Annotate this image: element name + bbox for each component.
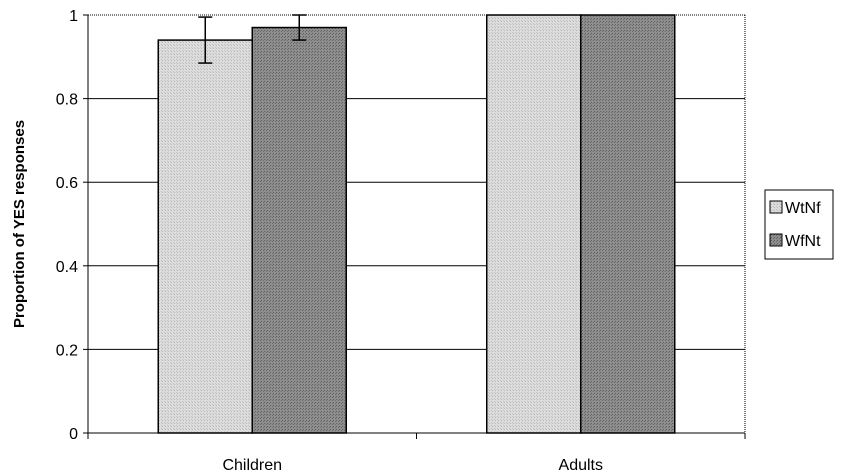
- bars: [157, 14, 676, 434]
- bar-wtnf-adults: [486, 14, 582, 434]
- x-tick-label: Adults: [559, 457, 603, 474]
- legend-label-wtnf: WtNf: [785, 200, 821, 217]
- bar-wtnf-children: [157, 39, 253, 434]
- y-tick-label: 0.6: [56, 175, 78, 192]
- legend-label-wfnt: WfNt: [785, 233, 821, 250]
- legend: WtNf WfNt: [764, 189, 834, 260]
- bar-wfnt-children: [251, 26, 347, 434]
- y-axis-ticks: 0 0.2 0.4 0.6 0.8 1: [56, 8, 88, 443]
- y-tick-label: 0.2: [56, 342, 78, 359]
- y-tick-label: 1: [69, 8, 78, 25]
- x-axis-ticks: Children Adults: [87, 433, 746, 474]
- plot-area: 0 0.2 0.4 0.6 0.8 1 Children Adults: [56, 8, 746, 474]
- legend-swatch-wtnf: [769, 200, 783, 214]
- y-tick-label: 0: [69, 426, 78, 443]
- error-bars: [198, 14, 307, 64]
- y-tick-label: 0.8: [56, 92, 78, 109]
- x-tick-label: Children: [222, 457, 282, 474]
- y-tick-label: 0.4: [56, 259, 78, 276]
- legend-swatch-wfnt: [769, 233, 783, 247]
- y-axis-label: Proportion of YES responses: [11, 120, 28, 328]
- error-bar-wtnf-children: [198, 16, 213, 64]
- bar-wfnt-adults: [580, 14, 676, 434]
- error-bar-wfnt-children: [292, 14, 307, 41]
